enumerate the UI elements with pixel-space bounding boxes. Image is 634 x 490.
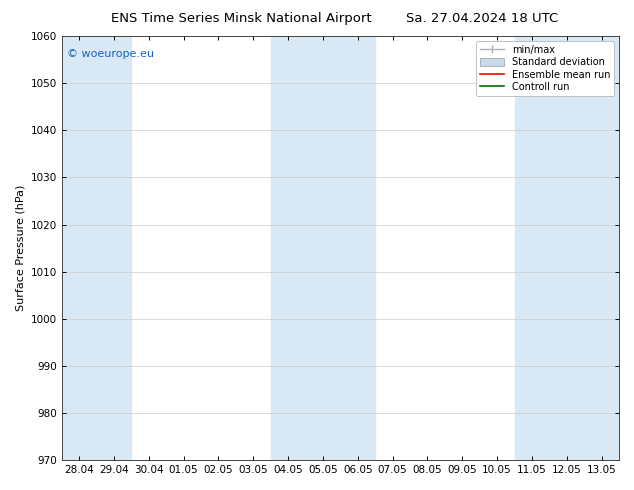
Bar xyxy=(515,36,619,460)
Text: Sa. 27.04.2024 18 UTC: Sa. 27.04.2024 18 UTC xyxy=(406,12,558,25)
Bar xyxy=(271,36,375,460)
Legend: min/max, Standard deviation, Ensemble mean run, Controll run: min/max, Standard deviation, Ensemble me… xyxy=(476,41,614,96)
Text: ENS Time Series Minsk National Airport: ENS Time Series Minsk National Airport xyxy=(110,12,372,25)
Text: © woeurope.eu: © woeurope.eu xyxy=(67,49,154,59)
Bar xyxy=(61,36,131,460)
Y-axis label: Surface Pressure (hPa): Surface Pressure (hPa) xyxy=(15,185,25,311)
